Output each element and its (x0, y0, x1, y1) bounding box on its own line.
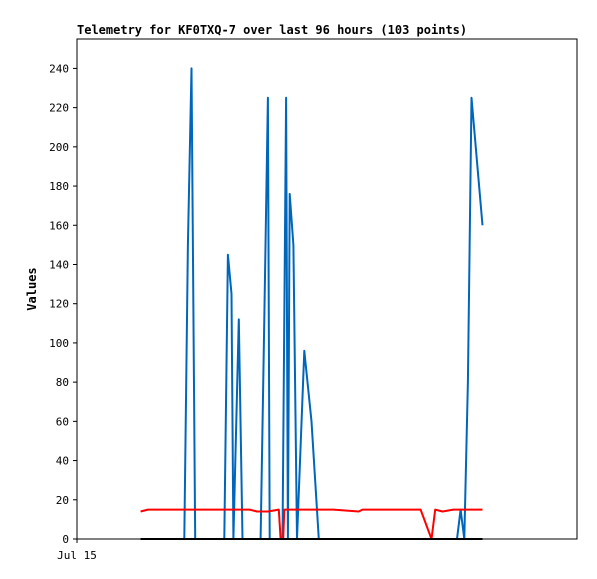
chart-title: Telemetry for KF0TXQ-7 over last 96 hour… (77, 23, 467, 37)
y-tick-label: 220 (49, 102, 69, 115)
y-axis-label: Values (25, 267, 39, 310)
y-axis-ticks: 0 20 40 60 80 100 120 140 160 180 200 220 240 (49, 62, 78, 546)
y-tick-label: 180 (49, 180, 69, 193)
y-tick-label: 80 (56, 376, 69, 389)
y-tick-label: 20 (56, 494, 69, 507)
y-tick-label: 60 (56, 415, 69, 428)
series-line-2 (140, 508, 483, 540)
series-line-1 (140, 67, 484, 540)
y-tick-label: 160 (49, 219, 69, 232)
y-tick-label: 240 (49, 62, 69, 75)
y-tick-label: 40 (56, 455, 69, 468)
y-tick-label: 120 (49, 298, 69, 311)
y-tick-label: 100 (49, 337, 69, 350)
y-tick-label: 200 (49, 141, 69, 154)
plot-frame (76, 38, 578, 540)
y-tick-label: 140 (49, 258, 69, 271)
y-tick-label: 0 (62, 533, 69, 546)
series-layer (140, 67, 484, 540)
x-tick-label: Jul 15 (57, 549, 97, 562)
